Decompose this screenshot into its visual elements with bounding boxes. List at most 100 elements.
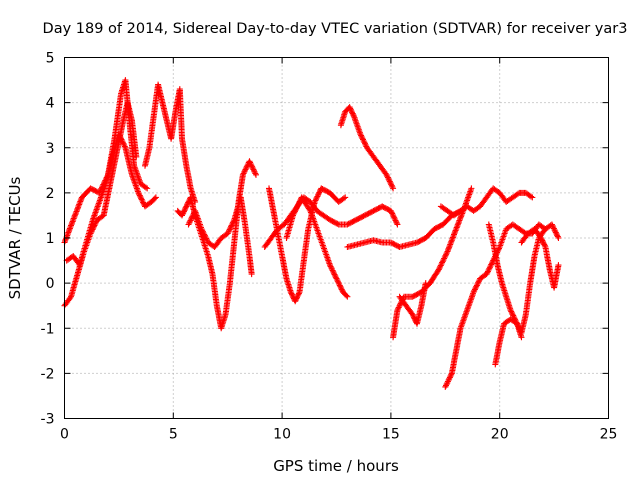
data-point-run xyxy=(490,185,502,195)
data-point-run xyxy=(126,122,137,168)
series-arc-8 xyxy=(261,194,401,250)
data-point-run xyxy=(311,186,324,205)
data-point-run xyxy=(246,253,255,276)
data-point-run xyxy=(179,204,189,219)
data-point-run xyxy=(451,208,463,219)
data-point-run xyxy=(300,227,311,264)
data-point-run xyxy=(159,99,170,123)
data-point-run xyxy=(155,81,166,105)
data-point-run xyxy=(68,272,81,300)
data-point-run xyxy=(142,199,154,210)
data-point-run xyxy=(274,222,286,232)
data-point-run xyxy=(148,195,158,205)
data-point-run xyxy=(485,221,496,244)
data-point-run xyxy=(335,195,347,205)
data-point-run xyxy=(137,180,149,191)
data-point-run xyxy=(427,267,441,287)
data-point-run xyxy=(142,146,152,169)
axis-ticks xyxy=(64,57,609,419)
y-tick-label: 4 xyxy=(46,96,55,112)
data-point-run xyxy=(361,208,376,219)
data-point xyxy=(144,185,151,192)
data-point xyxy=(468,185,475,192)
data-point-run xyxy=(344,217,358,228)
data-point-run xyxy=(224,218,237,237)
data-point-run xyxy=(115,131,128,150)
grid-lines xyxy=(64,57,609,419)
data-point-run xyxy=(283,213,296,241)
data-point-run xyxy=(209,271,220,308)
data-point-run xyxy=(531,226,544,240)
data-point-run xyxy=(390,308,401,341)
series-arc-14 xyxy=(437,185,536,219)
data-point-run xyxy=(313,207,326,218)
data-point xyxy=(390,185,397,192)
x-tick-label: 10 xyxy=(273,427,291,443)
data-point-run xyxy=(353,213,367,223)
data-point-run xyxy=(131,162,144,186)
data-point-run xyxy=(490,239,501,267)
data-point-run xyxy=(379,203,393,214)
data-point-run xyxy=(387,207,400,227)
y-tick-label: -3 xyxy=(41,412,55,428)
series-arc-6 xyxy=(185,194,255,278)
data-point-run xyxy=(403,302,415,317)
data-point-run xyxy=(327,262,339,281)
data-point xyxy=(252,171,259,178)
y-tick-label: -1 xyxy=(41,321,55,337)
data-point-run xyxy=(477,195,489,210)
data-point-run xyxy=(496,227,509,250)
data-point-run xyxy=(246,158,259,177)
data-point-run xyxy=(176,86,185,141)
data-point-run xyxy=(470,204,482,214)
data-point-run xyxy=(377,162,389,177)
data-point-run xyxy=(448,349,459,377)
data-point xyxy=(248,271,255,278)
data-point-run xyxy=(307,207,320,231)
data-point-run xyxy=(542,244,553,272)
data-point-run xyxy=(435,249,450,273)
data-point-run xyxy=(279,253,290,281)
data-point-run xyxy=(509,221,521,232)
data-point-run xyxy=(333,275,346,294)
data-point-run xyxy=(292,290,302,305)
series-arc-9 xyxy=(283,194,351,300)
data-point-run xyxy=(320,212,332,222)
data-point-run xyxy=(464,290,476,314)
data-point xyxy=(555,262,562,269)
data-point-run xyxy=(414,304,424,327)
data-point-run xyxy=(218,231,230,241)
data-point-run xyxy=(94,213,106,223)
data-point-run xyxy=(527,254,538,287)
x-tick-label: 25 xyxy=(600,427,618,443)
data-point-run xyxy=(313,226,326,249)
data-point-run xyxy=(102,155,115,187)
data-point-run xyxy=(83,218,96,246)
data-point-run xyxy=(340,289,350,299)
data-point-run xyxy=(89,200,102,223)
data-point-run xyxy=(418,281,432,296)
series-arc-18 xyxy=(518,226,562,291)
y-tick-label: 3 xyxy=(46,141,55,157)
data-point-run xyxy=(129,171,141,195)
data-point-run xyxy=(198,226,211,245)
data-point-run xyxy=(87,185,102,196)
data-point-run xyxy=(111,92,124,142)
data-point-run xyxy=(457,308,470,332)
data-point-run xyxy=(522,189,534,200)
data-point-run xyxy=(268,227,280,241)
data-point-run xyxy=(261,236,274,250)
data-point xyxy=(529,194,536,201)
data-point-run xyxy=(76,241,89,269)
data-point-run xyxy=(135,189,148,209)
y-tick-label: -2 xyxy=(41,366,55,382)
series-arc-7 xyxy=(266,185,349,305)
y-tick-label: 2 xyxy=(46,186,55,202)
data-point-run xyxy=(509,190,521,201)
data-point-run xyxy=(431,222,445,232)
data-point-run xyxy=(320,244,333,267)
data-point-run xyxy=(453,326,464,354)
data-point-run xyxy=(409,289,424,300)
data-point xyxy=(555,235,562,241)
